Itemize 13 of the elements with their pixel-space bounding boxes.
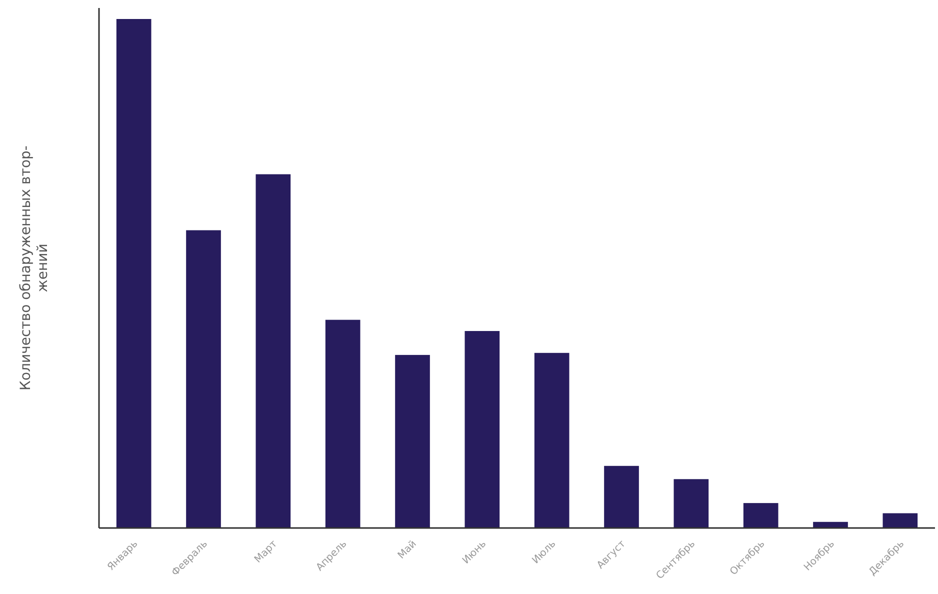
bar [256, 174, 291, 528]
bar [674, 479, 709, 528]
bar [395, 354, 430, 528]
y-axis-title: Количество обнаруженных втор-жений [18, 146, 51, 390]
bar [325, 320, 360, 528]
bar [116, 19, 152, 528]
bar [743, 503, 778, 528]
bar [813, 522, 848, 528]
bar [534, 352, 570, 528]
bar [604, 466, 639, 528]
bar [464, 331, 500, 528]
bar [882, 513, 918, 528]
bar [186, 230, 221, 528]
